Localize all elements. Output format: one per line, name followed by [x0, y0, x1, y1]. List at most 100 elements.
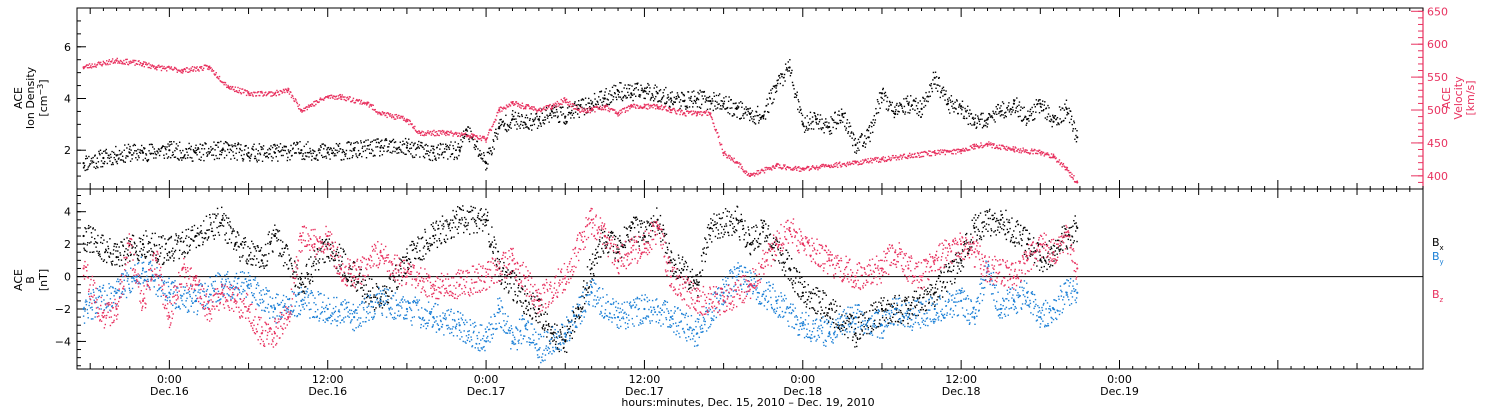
velocity-series-point — [511, 102, 514, 105]
velocity-series-point — [287, 89, 290, 92]
bx-series-point — [537, 307, 540, 311]
bottom-left-tick-label: 0 — [64, 271, 71, 284]
legend-By: By — [1432, 250, 1444, 266]
density-series-point — [603, 97, 606, 100]
velocity-series-point — [748, 174, 752, 177]
bz-series-point — [907, 267, 910, 270]
bz-series-point — [1065, 234, 1068, 238]
bz-series-point — [854, 275, 857, 278]
by-series-point — [82, 307, 85, 311]
by-series-point — [511, 340, 514, 343]
bx-series-point — [1026, 243, 1029, 246]
density-series-point — [946, 102, 950, 105]
bz-series-point — [1039, 243, 1042, 246]
velocity-series-point — [300, 108, 303, 112]
density-series-point — [986, 118, 989, 121]
top-left-axis: 2 4 6 — [64, 7, 86, 190]
velocity-axis: 400 450 500 550 600 650 ACEVelocity[km/s] — [1411, 5, 1477, 189]
top-left-tick-label: 6 — [64, 41, 71, 54]
density-series-point — [141, 151, 145, 154]
density-series-point — [82, 162, 85, 165]
density-series-point — [465, 128, 468, 131]
density-series-point — [353, 149, 356, 152]
velocity-series-point — [405, 118, 408, 121]
density-series-point — [300, 149, 303, 152]
bz-series-point — [696, 299, 699, 302]
density-series-point — [1052, 120, 1055, 123]
density-series-point — [735, 107, 738, 110]
top-left-tick-label: 4 — [64, 93, 71, 106]
bx-series-point — [933, 291, 936, 294]
density-series-point — [115, 154, 118, 157]
velocity-series-point — [973, 145, 976, 148]
density-series-point — [1076, 136, 1079, 139]
bx-series-point — [973, 226, 976, 230]
velocity-axis-title: ACEVelocity[km/s] — [1440, 76, 1477, 120]
bx-series-point — [234, 243, 237, 246]
velocity-series-point — [880, 158, 884, 161]
by-series-point — [1065, 291, 1068, 294]
density-series-point — [1012, 102, 1016, 105]
velocity-series-point — [828, 164, 831, 168]
density-series-point — [550, 110, 554, 113]
by-series-point — [1012, 299, 1016, 302]
velocity-series-point — [1039, 151, 1042, 154]
bx-series-point — [656, 218, 659, 221]
density-series-point — [682, 99, 686, 103]
velocity-series-point — [564, 99, 567, 102]
velocity-series-point — [207, 66, 211, 69]
bz-series-point — [656, 226, 659, 230]
bz-series-point — [128, 243, 131, 246]
by-series-point — [999, 307, 1002, 311]
bx-series-point — [630, 226, 633, 230]
bz-series-point — [986, 267, 989, 270]
by-series-point — [960, 299, 963, 302]
by-series-point — [616, 316, 620, 319]
by-series-point — [722, 291, 725, 294]
bx-series-point — [300, 283, 303, 286]
bottom-left-tick-label: −4 — [55, 335, 71, 348]
bz-series-point — [115, 307, 118, 311]
bz-series-point — [339, 267, 343, 270]
bx-series-point — [854, 332, 857, 335]
x-tick-date: Dec.17 — [625, 385, 664, 398]
density-series-point — [920, 107, 923, 110]
x-tick-time: 12:00 — [629, 373, 661, 386]
density-series-point — [326, 151, 329, 154]
velocity-tick-label: 450 — [1427, 137, 1448, 150]
bz-series-point — [564, 275, 567, 278]
bx-series-point — [999, 218, 1002, 221]
bx-series-point — [458, 218, 461, 221]
bx-series-point — [273, 234, 277, 238]
bx-series-point — [762, 226, 765, 230]
by-series-point — [590, 291, 593, 294]
bz-series-point — [353, 275, 356, 278]
bx-series-point — [524, 299, 527, 302]
legend-Bx: Bx — [1432, 236, 1444, 252]
density-series-point — [762, 115, 765, 118]
velocity-series-point — [577, 108, 580, 112]
velocity-series-point — [498, 108, 501, 112]
velocity-series-point — [630, 105, 633, 108]
bx-series-point — [960, 259, 963, 262]
by-series-point — [247, 283, 250, 286]
bz-series-point — [616, 259, 620, 262]
by-series-point — [775, 299, 778, 302]
density-series-point — [880, 92, 884, 95]
bz-series-point — [102, 316, 105, 319]
bz-series-point — [181, 267, 184, 270]
by-series-point — [1076, 291, 1079, 294]
density-series-point — [933, 76, 936, 79]
bz-series-point — [801, 243, 804, 246]
velocity-series-point — [82, 66, 85, 69]
velocity-series-point — [471, 135, 474, 138]
bz-series-point — [155, 259, 158, 262]
density-series-point — [1039, 102, 1042, 105]
bz-series-point — [168, 316, 171, 319]
by-series-point — [973, 316, 976, 319]
density-series-point — [656, 92, 659, 95]
x-tick-date: Dec.18 — [942, 385, 981, 398]
by-series-point — [1052, 307, 1055, 311]
